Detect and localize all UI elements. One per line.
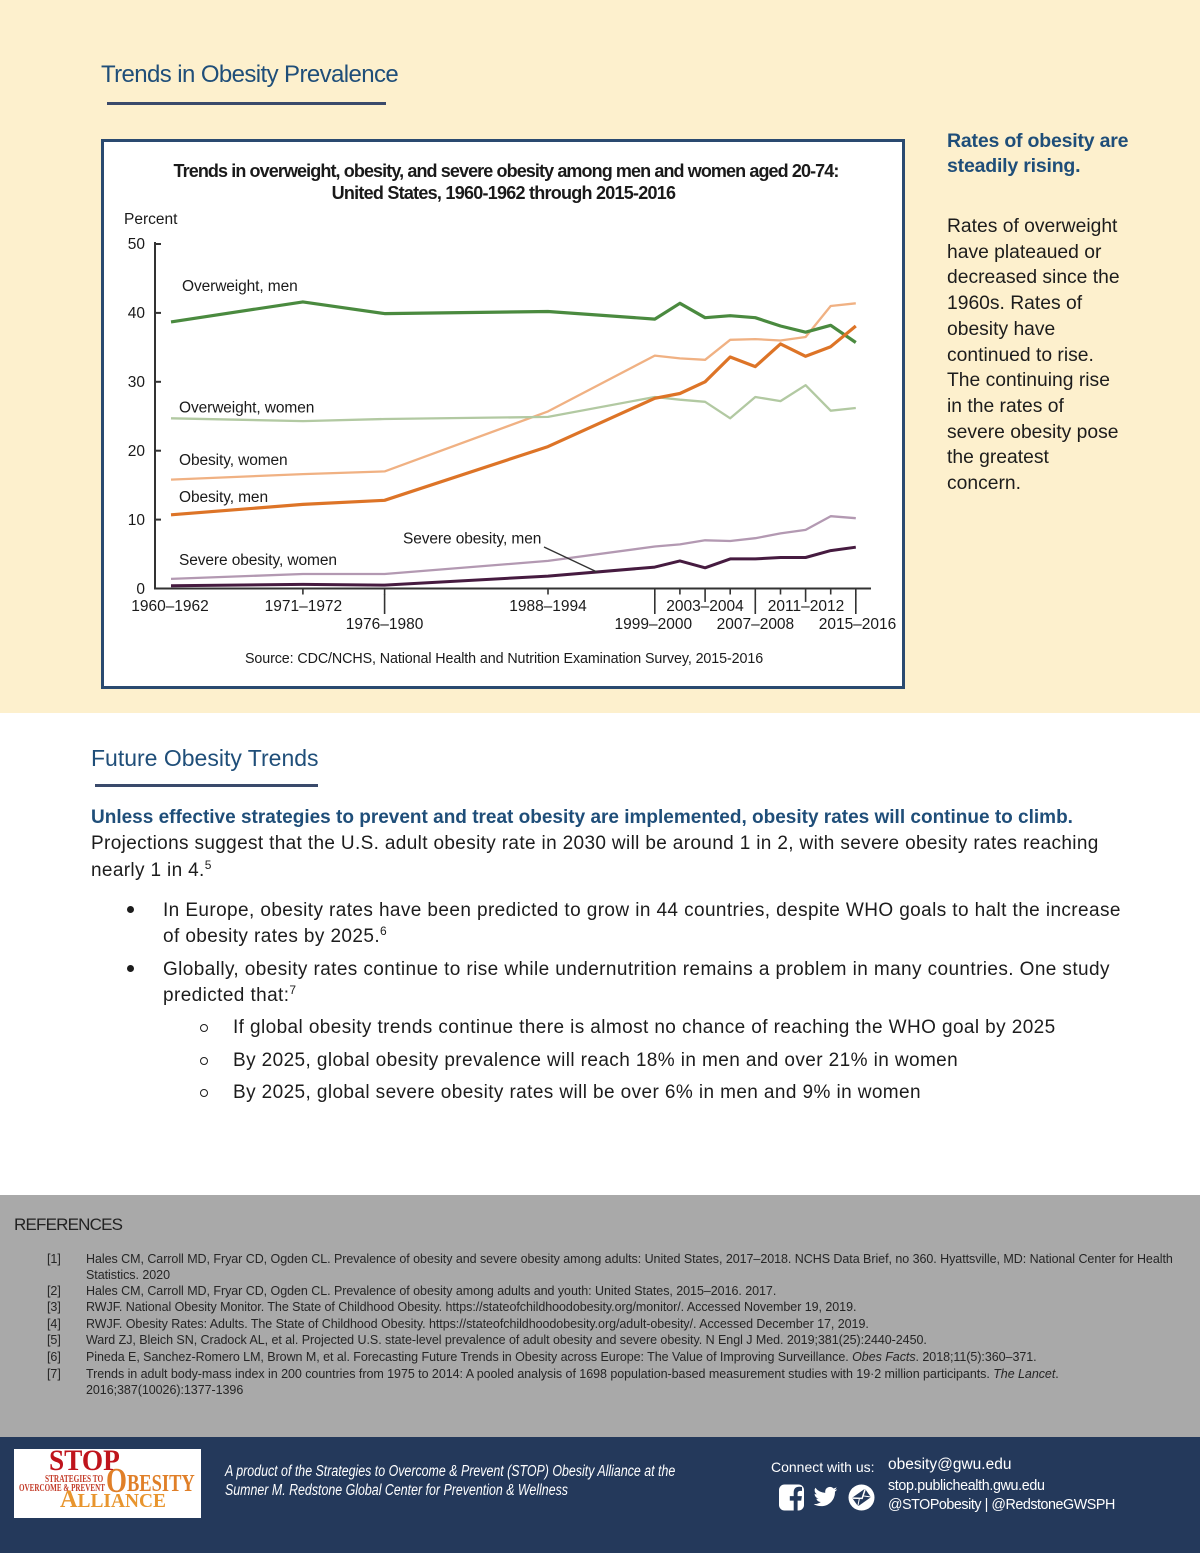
- svg-text:Severe obesity, women: Severe obesity, women: [179, 552, 337, 569]
- svg-text:0: 0: [136, 581, 145, 598]
- svg-text:50: 50: [128, 236, 146, 253]
- svg-text:Obesity, men: Obesity, men: [179, 489, 268, 506]
- svg-text:1988–1994: 1988–1994: [509, 598, 587, 615]
- svg-text:Trends in overweight, obesity,: Trends in overweight, obesity, and sever…: [174, 161, 839, 181]
- svg-text:1976–1980: 1976–1980: [346, 616, 424, 633]
- svg-text:1999–2000: 1999–2000: [615, 616, 693, 633]
- svg-text:Severe obesity, men: Severe obesity, men: [403, 531, 541, 548]
- svg-text:10: 10: [128, 512, 146, 529]
- svg-text:1960–1962: 1960–1962: [131, 598, 209, 615]
- svg-text:Source: CDC/NCHS, National Hea: Source: CDC/NCHS, National Health and Nu…: [245, 651, 763, 667]
- svg-text:2011–2012: 2011–2012: [768, 598, 844, 615]
- svg-text:Obesity, women: Obesity, women: [179, 452, 288, 469]
- svg-text:United States, 1960-1962 throu: United States, 1960-1962 through 2015-20…: [332, 183, 676, 203]
- svg-text:1971–1972: 1971–1972: [265, 598, 343, 615]
- svg-text:40: 40: [128, 305, 146, 322]
- svg-text:Overweight, men: Overweight, men: [182, 278, 298, 295]
- svg-text:Percent: Percent: [124, 211, 178, 228]
- svg-text:20: 20: [128, 443, 146, 460]
- svg-text:2007–2008: 2007–2008: [717, 616, 795, 633]
- svg-text:2015–2016: 2015–2016: [819, 616, 897, 633]
- svg-text:Overweight, women: Overweight, women: [179, 400, 314, 417]
- svg-text:2003–2004: 2003–2004: [666, 598, 744, 615]
- svg-text:30: 30: [128, 374, 146, 391]
